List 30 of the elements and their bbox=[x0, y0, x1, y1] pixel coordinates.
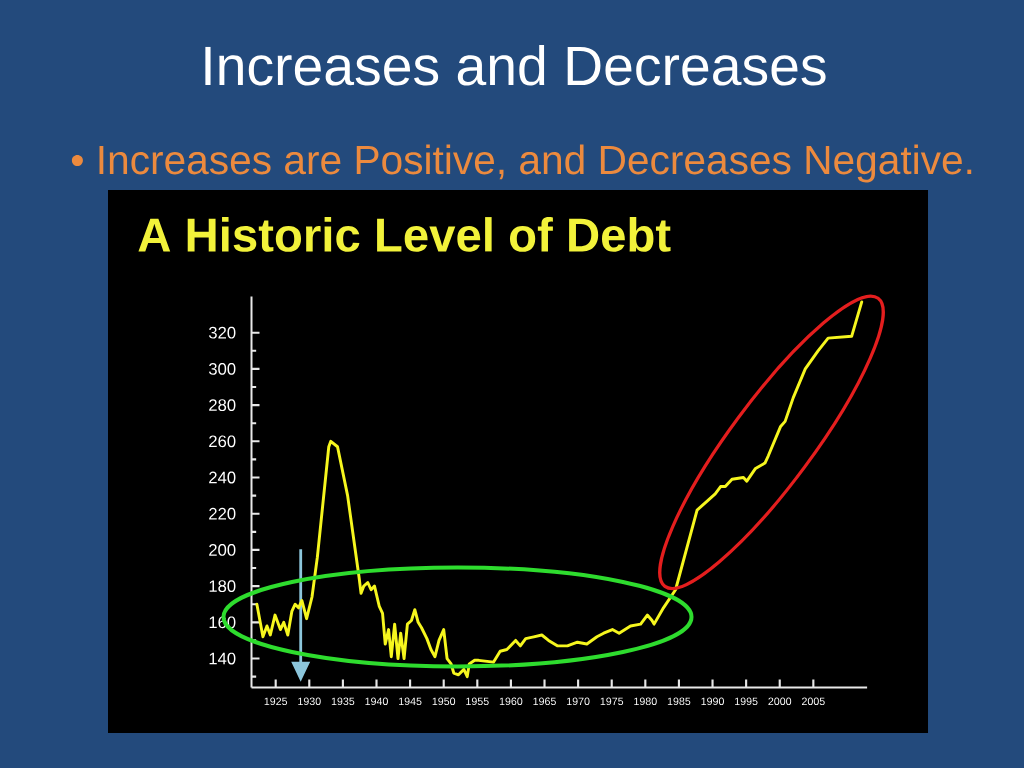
x-tick-label: 1990 bbox=[701, 697, 724, 706]
y-tick-label: 320 bbox=[208, 326, 236, 339]
x-tick-label: 2000 bbox=[768, 697, 792, 706]
x-tick-label: 1970 bbox=[567, 697, 590, 706]
y-tick-label: 240 bbox=[209, 471, 236, 484]
y-tick-label: 180 bbox=[209, 580, 236, 593]
text: • Increases are Positive, and Decreases Negative. bbox=[71, 144, 972, 183]
x-tick-label: 1980 bbox=[634, 697, 657, 706]
x-tick-label: 1950 bbox=[432, 697, 456, 706]
chart-title: A Historic Level of Debt bbox=[138, 217, 671, 252]
x-tick-label: 2005 bbox=[802, 697, 825, 706]
x-tick-label: 1930 bbox=[298, 697, 321, 706]
y-tick-label: 300 bbox=[208, 363, 236, 375]
y-tick-label: 140 bbox=[209, 652, 236, 665]
x-tick-label: 1945 bbox=[399, 697, 422, 706]
x-tick-label: 1975 bbox=[600, 697, 624, 706]
x-tick-label: 1960 bbox=[499, 697, 523, 706]
y-tick-label: 280 bbox=[209, 399, 236, 412]
text: Increases and Decreases bbox=[205, 44, 826, 86]
line-series bbox=[255, 300, 864, 679]
x-tick-label: 1935 bbox=[331, 697, 355, 706]
x-tick-label: 1955 bbox=[466, 697, 489, 706]
x-tick-label: 1965 bbox=[533, 697, 556, 706]
y-tick-label: 260 bbox=[209, 435, 236, 448]
y-tick-label: 220 bbox=[209, 507, 236, 520]
x-tick-label: 1985 bbox=[667, 697, 691, 706]
y-tick-label: 200 bbox=[209, 544, 236, 556]
x-tick-label: 1940 bbox=[365, 697, 388, 706]
x-tick-label: 1925 bbox=[264, 697, 288, 706]
x-tick-label: 1995 bbox=[735, 697, 758, 706]
